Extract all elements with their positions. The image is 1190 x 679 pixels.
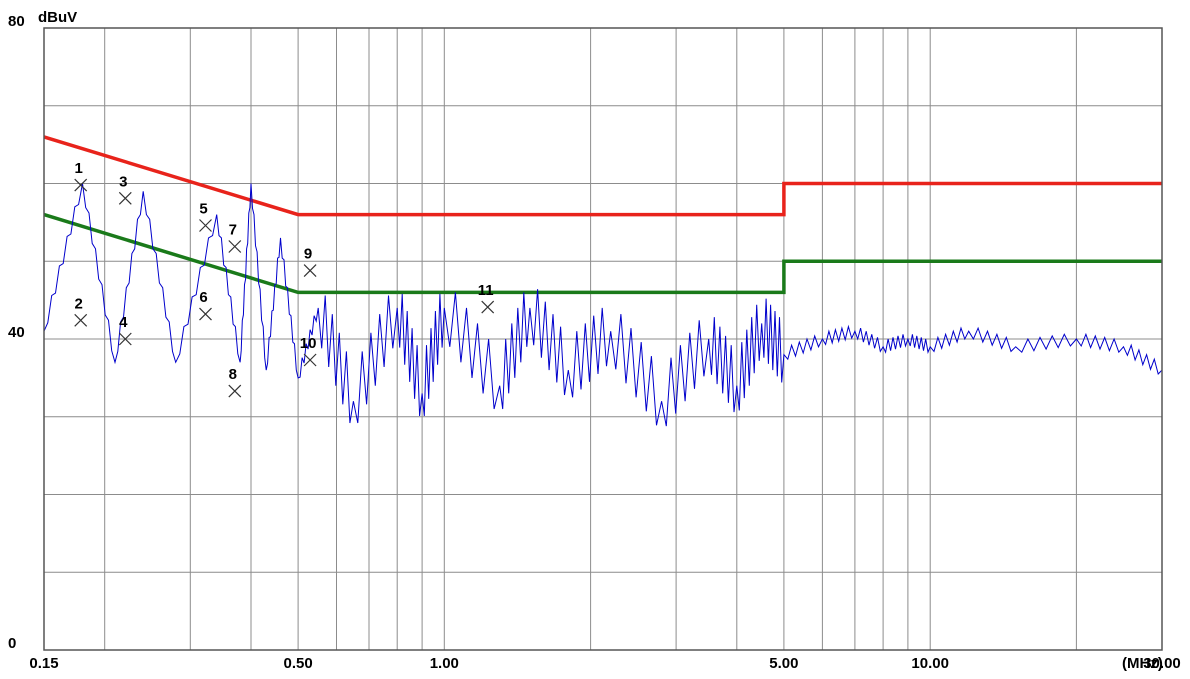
marker-cross-11 xyxy=(481,300,495,314)
marker-label-1: 1 xyxy=(75,160,83,177)
marker-3: 3 xyxy=(118,173,132,205)
marker-cross-4 xyxy=(118,332,132,346)
grid xyxy=(44,28,1162,650)
x-tick-label: 5.00 xyxy=(769,655,798,672)
x-tick-label: 30.00 xyxy=(1143,655,1181,672)
y-tick-label: 40 xyxy=(8,324,25,341)
marker-5: 5 xyxy=(199,201,212,232)
limit-line-red xyxy=(43,135,1162,217)
marker-7: 7 xyxy=(228,222,242,253)
marker-1: 1 xyxy=(74,160,88,192)
x-tick-label: 10.00 xyxy=(911,655,949,672)
marker-cross-5 xyxy=(199,219,212,232)
x-tick-label: 1.00 xyxy=(430,655,459,672)
marker-label-8: 8 xyxy=(229,366,237,383)
markers-group: 1 2 3 4 5 6 7 8 9 10 11 xyxy=(74,160,495,398)
series-group xyxy=(43,135,1163,427)
x-tick-label: 0.50 xyxy=(283,655,312,672)
marker-label-11: 11 xyxy=(478,282,494,299)
marker-9: 9 xyxy=(303,246,317,278)
measured-trace xyxy=(43,183,1163,427)
marker-label-6: 6 xyxy=(199,289,207,306)
marker-11: 11 xyxy=(478,282,495,314)
marker-label-2: 2 xyxy=(75,295,83,312)
marker-cross-3 xyxy=(118,191,132,205)
marker-6: 6 xyxy=(199,289,212,321)
marker-cross-2 xyxy=(74,313,88,327)
marker-4: 4 xyxy=(118,314,132,346)
marker-cross-1 xyxy=(74,178,88,192)
y-tick-label: 80 xyxy=(8,13,25,30)
y-tick-label: 0 xyxy=(8,635,16,652)
y-axis-unit-label: dBuV xyxy=(38,9,77,26)
marker-cross-9 xyxy=(303,264,317,278)
marker-cross-10 xyxy=(303,353,317,367)
marker-label-5: 5 xyxy=(199,201,207,218)
marker-label-9: 9 xyxy=(304,246,312,263)
marker-label-3: 3 xyxy=(119,173,127,190)
x-axis-unit-label: (MHz) xyxy=(1122,655,1163,672)
marker-label-7: 7 xyxy=(229,222,237,239)
marker-2: 2 xyxy=(74,295,88,327)
plot-frame xyxy=(43,27,1163,651)
marker-label-4: 4 xyxy=(119,314,128,331)
tick-labels: dBuV (MHz) 0 40 80 0.15 0.50 1.00 5.00 10.00 30.… xyxy=(8,9,1181,672)
marker-cross-8 xyxy=(228,384,242,398)
marker-label-10: 10 xyxy=(300,335,317,352)
marker-cross-7 xyxy=(228,240,242,253)
marker-10: 10 xyxy=(300,335,317,367)
marker-8: 8 xyxy=(228,366,242,398)
limit-line-green xyxy=(43,212,1162,295)
x-tick-label: 0.15 xyxy=(29,655,58,672)
marker-cross-6 xyxy=(199,307,212,321)
